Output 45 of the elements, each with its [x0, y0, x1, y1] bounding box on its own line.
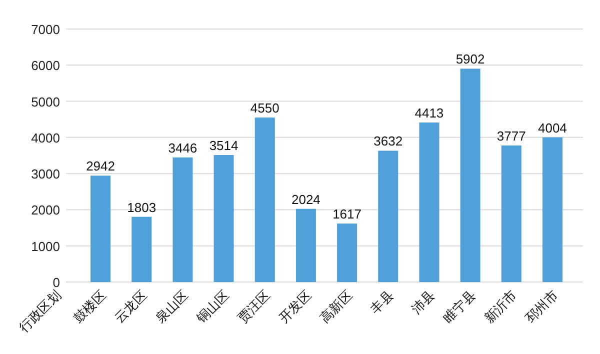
data-label: 5902	[456, 52, 485, 67]
data-label: 1617	[332, 206, 362, 222]
data-label: 2024	[291, 192, 320, 207]
data-label: 3446	[168, 140, 198, 156]
y-tick-label: 2000	[31, 202, 60, 218]
bar	[419, 122, 440, 282]
bar	[172, 157, 193, 282]
x-tick-label: 邳州市	[522, 288, 561, 326]
x-axis-title: 行政区划	[16, 288, 64, 335]
x-tick-label: 铜山区	[193, 288, 232, 326]
x-tick-label: 高新区	[316, 288, 356, 326]
y-tick-label: 7000	[31, 22, 60, 37]
x-tick-label: 云龙区	[112, 288, 150, 326]
bar	[501, 145, 522, 282]
x-tick-label: 丰县	[367, 288, 396, 317]
bar	[542, 137, 562, 282]
data-label: 3777	[496, 128, 526, 144]
data-label: 2942	[86, 158, 116, 174]
y-tick-label: 1000	[31, 238, 60, 254]
data-label: 4413	[414, 106, 444, 120]
y-tick-label: 3000	[31, 166, 60, 182]
y-tick-label: 4000	[31, 130, 60, 146]
bar	[337, 224, 358, 282]
bar	[460, 68, 480, 282]
x-tick-label: 睢宁县	[440, 288, 478, 326]
y-tick-label: 0	[52, 275, 60, 290]
y-tick-label: 5000	[31, 94, 60, 110]
data-label: 4550	[250, 100, 280, 116]
x-tick-label: 新沂市	[481, 288, 520, 326]
y-tick-label: 6000	[31, 58, 60, 74]
bar	[214, 154, 234, 282]
data-label: 1803	[127, 200, 156, 215]
data-label: 3514	[209, 138, 238, 153]
x-tick-label: 开发区	[276, 288, 314, 326]
bar	[378, 150, 398, 282]
data-label: 4004	[538, 120, 567, 136]
bar	[90, 176, 111, 282]
bar	[296, 208, 316, 282]
bar	[132, 216, 152, 282]
bar	[254, 118, 275, 282]
x-tick-label: 泉山区	[152, 288, 191, 326]
data-label: 3632	[374, 134, 403, 149]
x-tick-label: 沛县	[408, 288, 438, 317]
x-tick-label: 贾汪区	[234, 288, 273, 326]
x-tick-label: 鼓楼区	[70, 288, 109, 326]
